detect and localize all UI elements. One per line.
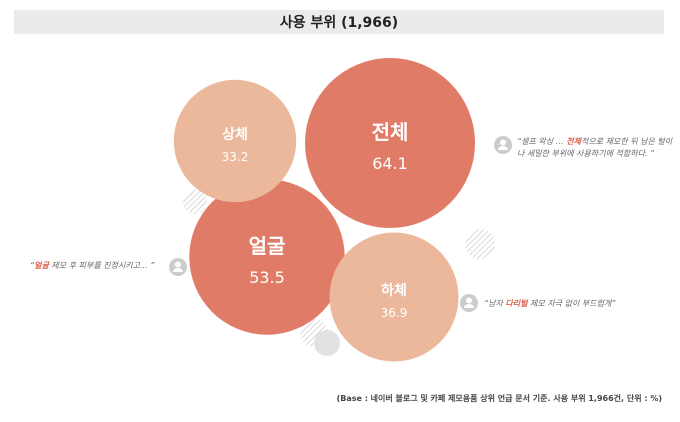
bubble-value: 53.5 [249, 268, 285, 287]
decor-hatch-circle [465, 229, 495, 259]
bubble-1 [305, 58, 475, 228]
quote-person-icon [169, 258, 187, 276]
bubble-2 [189, 179, 345, 335]
quote-face: “얼굴 제모 후 피부를 진정시키고... ” [30, 261, 155, 270]
footnote: (Base : 네이버 블로그 및 카페 제모용품 상위 언급 문서 기준. 사… [336, 394, 662, 403]
decor-grey-circle [314, 330, 340, 356]
quote-person-icon [460, 294, 478, 312]
bubble-label: 하체 [381, 282, 407, 299]
bubble-4 [173, 79, 297, 203]
quote-person-icon [494, 136, 512, 154]
bubble-label: 전체 [372, 120, 409, 144]
bubble-value: 64.1 [372, 154, 408, 173]
chart-title: 사용 부위 (1,966) [14, 10, 664, 34]
bubble-value: 33.2 [222, 150, 249, 164]
bubble-label: 상체 [222, 127, 248, 143]
decor-hatch-circle [183, 190, 207, 214]
quote-whole-body: “셀프 왁싱 … 전체적으로 제모한 뒤 남은 털이나 세밀한 부위에 사용하기… [517, 137, 673, 158]
bubble-label: 얼굴 [249, 234, 286, 258]
bubble-value: 36.9 [381, 306, 408, 320]
quote-lower-body: “남자 다리털 제모 자극 없이 부드럽게” [484, 299, 616, 308]
bubble-3 [329, 232, 459, 362]
